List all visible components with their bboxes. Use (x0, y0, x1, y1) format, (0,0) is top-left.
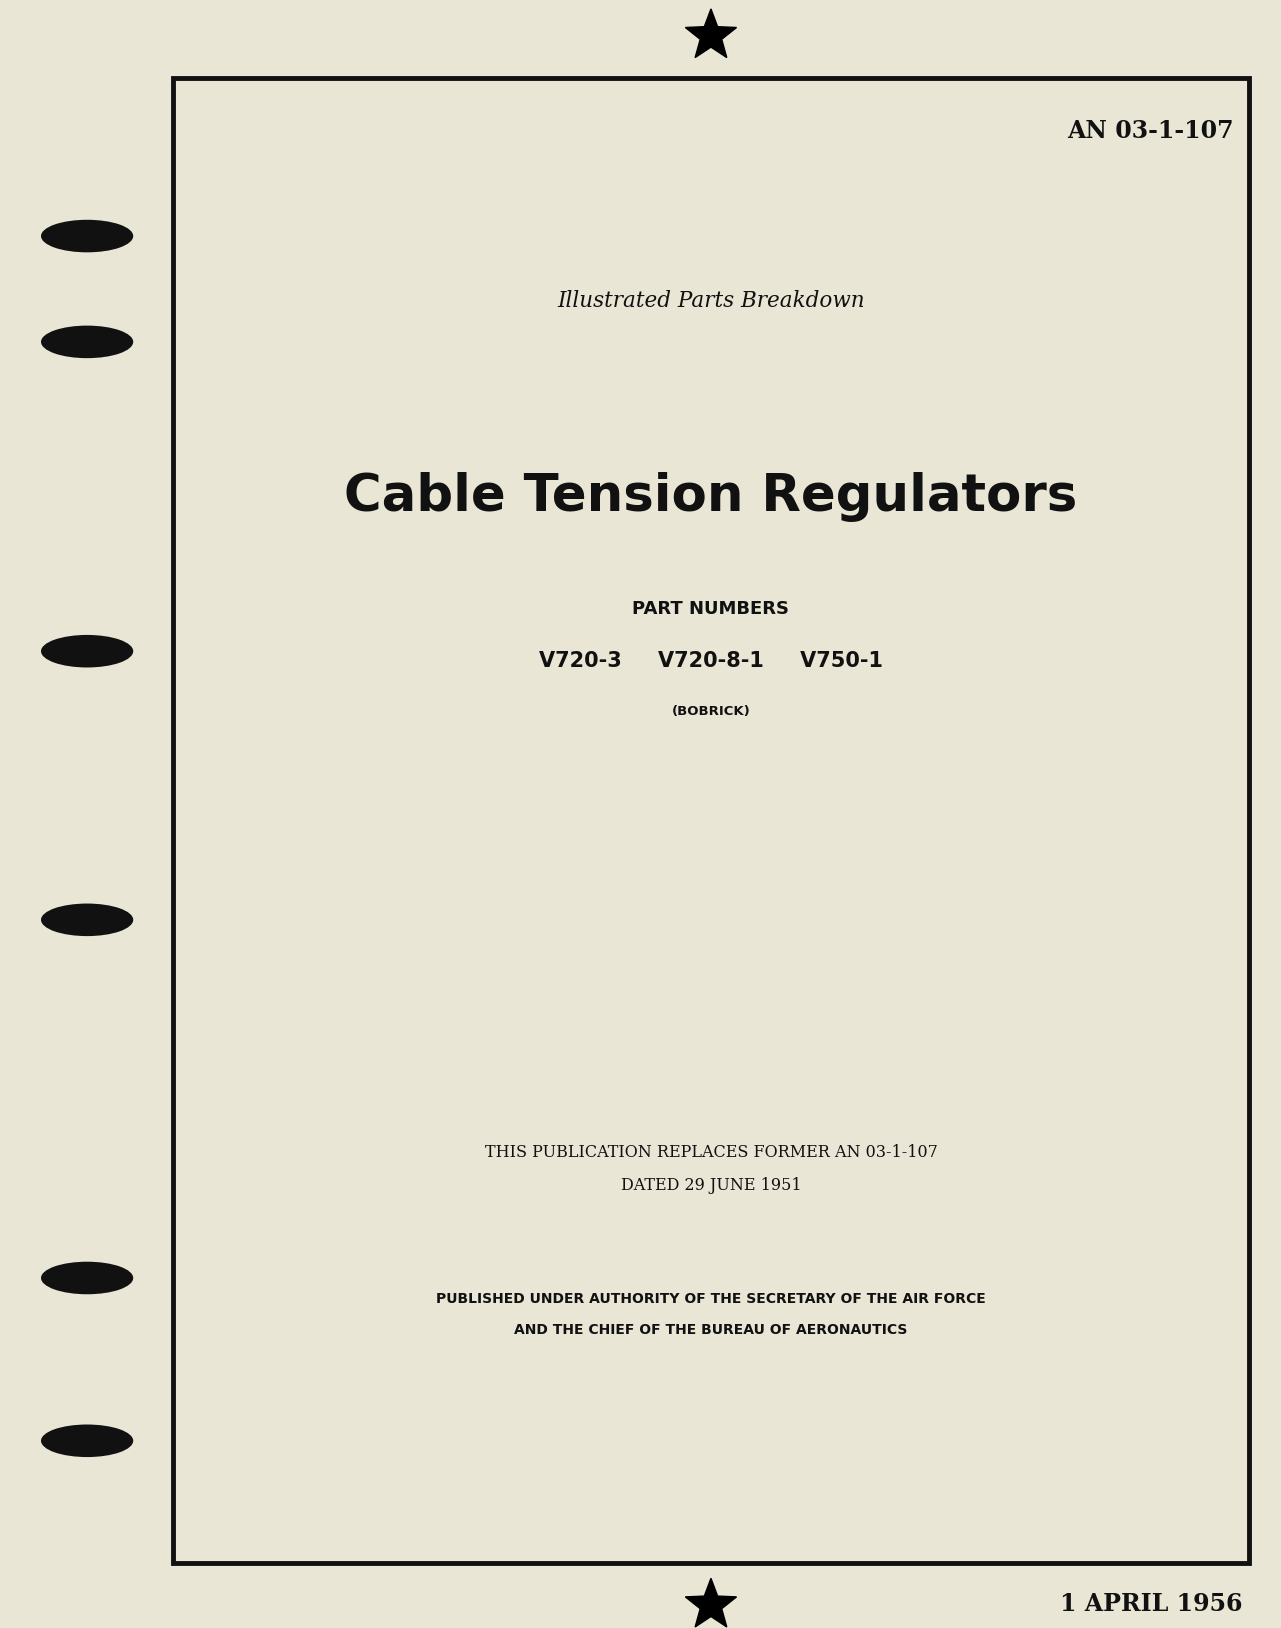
Text: 1 APRIL 1956: 1 APRIL 1956 (1061, 1592, 1243, 1617)
Polygon shape (685, 1578, 737, 1626)
Ellipse shape (41, 635, 133, 667)
Text: THIS PUBLICATION REPLACES FORMER AN 03-1-107: THIS PUBLICATION REPLACES FORMER AN 03-1… (484, 1144, 938, 1161)
Text: PUBLISHED UNDER AUTHORITY OF THE SECRETARY OF THE AIR FORCE: PUBLISHED UNDER AUTHORITY OF THE SECRETA… (436, 1293, 986, 1306)
Text: AN 03-1-107: AN 03-1-107 (1067, 119, 1234, 143)
Text: Illustrated Parts Breakdown: Illustrated Parts Breakdown (557, 290, 865, 313)
Ellipse shape (41, 904, 133, 936)
Text: DATED 29 JUNE 1951: DATED 29 JUNE 1951 (620, 1177, 802, 1193)
Ellipse shape (41, 326, 133, 358)
Text: (BOBRICK): (BOBRICK) (671, 705, 751, 718)
Ellipse shape (41, 1424, 133, 1457)
Bar (173, 78, 1249, 1563)
Polygon shape (685, 8, 737, 57)
Ellipse shape (41, 220, 133, 252)
Text: PART NUMBERS: PART NUMBERS (633, 599, 789, 619)
Text: V720-3     V720-8-1     V750-1: V720-3 V720-8-1 V750-1 (539, 651, 883, 671)
Ellipse shape (41, 1262, 133, 1294)
Text: AND THE CHIEF OF THE BUREAU OF AERONAUTICS: AND THE CHIEF OF THE BUREAU OF AERONAUTI… (514, 1324, 908, 1337)
Text: Cable Tension Regulators: Cable Tension Regulators (345, 472, 1077, 521)
